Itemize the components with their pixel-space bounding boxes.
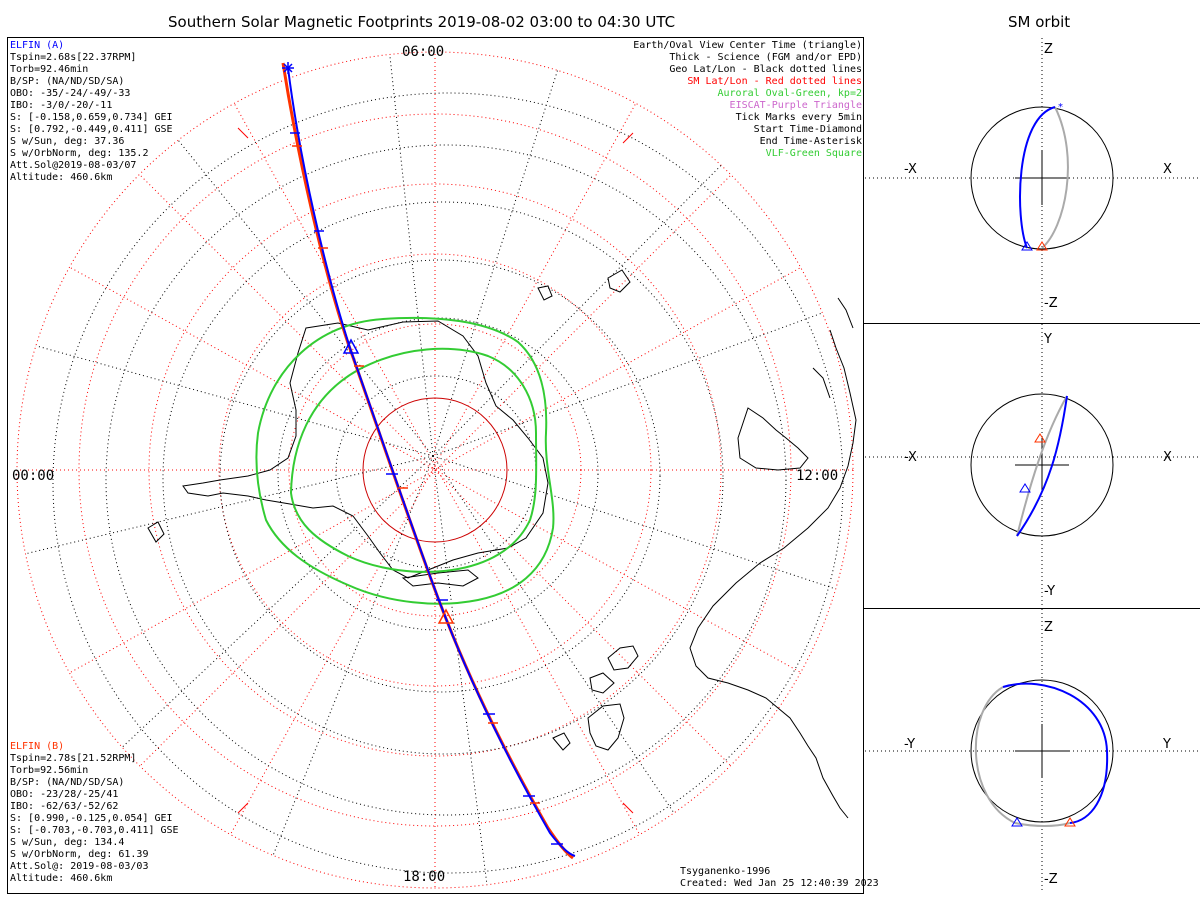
main-title: Southern Solar Magnetic Footprints 2019-… [168, 13, 676, 31]
elfin-a-line: S: [-0.158,0.659,0.734] GEI [10, 112, 173, 123]
legend-item: Tick Marks every 5min [735, 112, 862, 123]
elfin-b-line: S: [0.990,-0.125,0.054] GEI [10, 813, 173, 824]
auroral-oval [255, 316, 555, 605]
orbit-panel-xy [865, 324, 1200, 608]
elfin-a-title: ELFIN (A) [10, 40, 65, 51]
orbit-panel-yz [865, 609, 1200, 893]
orbit2-bottom-label: -Y [1044, 584, 1056, 599]
elfin-b-line: S w/OrbNorm, deg: 61.39 [10, 849, 149, 860]
mlt-ticks [237, 127, 634, 814]
sm-pole-circle [362, 397, 508, 543]
legend-item: SM Lat/Lon - Red dotted lines [687, 76, 862, 87]
mlt-label-right: 12:00 [796, 468, 839, 484]
orbit2-right-label: X [1163, 450, 1172, 465]
elfin-b-line: OBO: -23/28/-25/41 [10, 789, 119, 800]
orbit-panel-xz: * [865, 38, 1200, 322]
legend: Earth/Oval View Center Time (triangle) T… [633, 40, 862, 160]
orbit1-bottom-label: -Z [1044, 296, 1058, 311]
elfin-a-line: B/SP: (NA/ND/SD/SA) [10, 76, 125, 87]
elfin-b-track [281, 62, 574, 860]
elfin-b-line: Torb=92.56min [10, 765, 89, 776]
orbit3-top-label: Z [1044, 620, 1053, 635]
elfin-a-line: IBO: -3/0/-20/-11 [10, 100, 113, 111]
credit-model: Tsyganenko-1996 [680, 866, 771, 877]
orbit3-bottom-label: -Z [1044, 872, 1058, 887]
elfin-b-line: Altitude: 460.6km [10, 873, 113, 884]
elfin-b-line: S: [-0.703,-0.703,0.411] GSE [10, 825, 179, 836]
elfin-a-line: Tspin=2.68s[22.37RPM] [10, 52, 137, 63]
credit-created: Created: Wed Jan 25 12:40:39 2023 [680, 878, 879, 889]
legend-item: Auroral Oval-Green, kp=2 [717, 88, 863, 99]
main-plot-frame [7, 37, 864, 894]
elfin-b-line: Tspin=2.78s[21.52RPM] [10, 753, 137, 764]
orbit1-right-label: X [1163, 162, 1172, 177]
legend-item: VLF-Green Square [765, 148, 862, 159]
elfin-a-track [287, 67, 576, 857]
track-markers [282, 62, 563, 845]
sm-grid [16, 51, 854, 889]
orbit-title: SM orbit [1008, 13, 1071, 31]
orbit2-top-label: Y [1044, 332, 1052, 347]
legend-item: Thick - Science (FGM and/or EPD) [669, 52, 862, 63]
legend-item: End Time-Asterisk [759, 136, 862, 147]
orbit-panel-divider-1 [864, 323, 1200, 324]
orbit-panel-divider-2 [864, 608, 1200, 609]
polar-footprint-map [16, 51, 857, 889]
orbit1-left-label: -X [904, 162, 917, 177]
credit: Tsyganenko-1996 Created: Wed Jan 25 12:4… [680, 866, 879, 890]
legend-item: Start Time-Diamond [753, 124, 862, 135]
elfin-b-line: B/SP: (NA/ND/SD/SA) [10, 777, 125, 788]
elfin-b-line: IBO: -62/63/-52/62 [10, 801, 119, 812]
mlt-label-top: 06:00 [402, 44, 445, 60]
legend-item: Geo Lat/Lon - Black dotted lines [669, 64, 862, 75]
coastlines [147, 269, 857, 819]
orbit3-left-label: -Y [904, 737, 916, 752]
orbit3-right-label: Y [1163, 737, 1171, 752]
svg-text:*: * [1058, 102, 1063, 113]
legend-item: Earth/Oval View Center Time (triangle) [633, 40, 862, 51]
elfin-a-line: OBO: -35/-24/-49/-33 [10, 88, 131, 99]
elfin-a-line: S w/OrbNorm, deg: 135.2 [10, 148, 149, 159]
orbit2-left-label: -X [904, 450, 917, 465]
legend-item: EISCAT-Purple Triangle [729, 100, 862, 111]
elfin-b-line: Att.Sol@: 2019-08-03/03 [10, 861, 149, 872]
elfin-b-info: ELFIN (B) Tspin=2.78s[21.52RPM] Torb=92.… [10, 741, 179, 885]
mlt-label-bottom: 18:00 [403, 869, 446, 885]
elfin-a-line: S: [0.792,-0.449,0.411] GSE [10, 124, 173, 135]
elfin-a-info: ELFIN (A) Tspin=2.68s[22.37RPM] Torb=92.… [10, 40, 173, 184]
elfin-a-line: S w/Sun, deg: 37.36 [10, 136, 125, 147]
elfin-a-line: Altitude: 460.6km [10, 172, 113, 183]
elfin-b-title: ELFIN (B) [10, 741, 65, 752]
elfin-a-line: Att.Sol@2019-08-03/07 [10, 160, 137, 171]
orbit1-top-label: Z [1044, 42, 1053, 57]
mlt-label-left: 00:00 [12, 468, 55, 484]
elfin-b-line: S w/Sun, deg: 134.4 [10, 837, 125, 848]
elfin-a-line: Torb=92.46min [10, 64, 89, 75]
